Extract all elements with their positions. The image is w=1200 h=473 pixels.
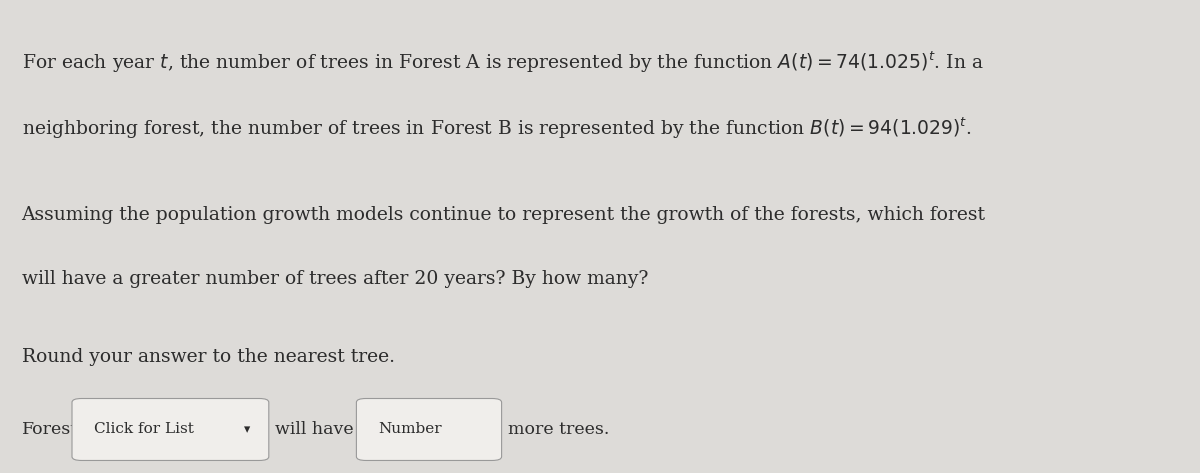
Text: more trees.: more trees.	[508, 421, 608, 438]
Text: Round your answer to the nearest tree.: Round your answer to the nearest tree.	[22, 348, 395, 366]
FancyBboxPatch shape	[72, 398, 269, 461]
Text: will have: will have	[275, 421, 354, 438]
FancyBboxPatch shape	[356, 398, 502, 461]
Text: ▾: ▾	[244, 423, 250, 436]
Text: neighboring forest, the number of trees in Forest B is represented by the functi: neighboring forest, the number of trees …	[22, 116, 971, 141]
Text: will have a greater number of trees after 20 years? By how many?: will have a greater number of trees afte…	[22, 270, 648, 288]
Text: Number: Number	[378, 422, 442, 437]
Text: For each year $t$, the number of trees in Forest A is represented by the functio: For each year $t$, the number of trees i…	[22, 50, 983, 75]
Text: Forest: Forest	[22, 421, 78, 438]
Text: Click for List: Click for List	[94, 422, 193, 437]
Text: Assuming the population growth models continue to represent the growth of the fo: Assuming the population growth models co…	[22, 206, 985, 224]
